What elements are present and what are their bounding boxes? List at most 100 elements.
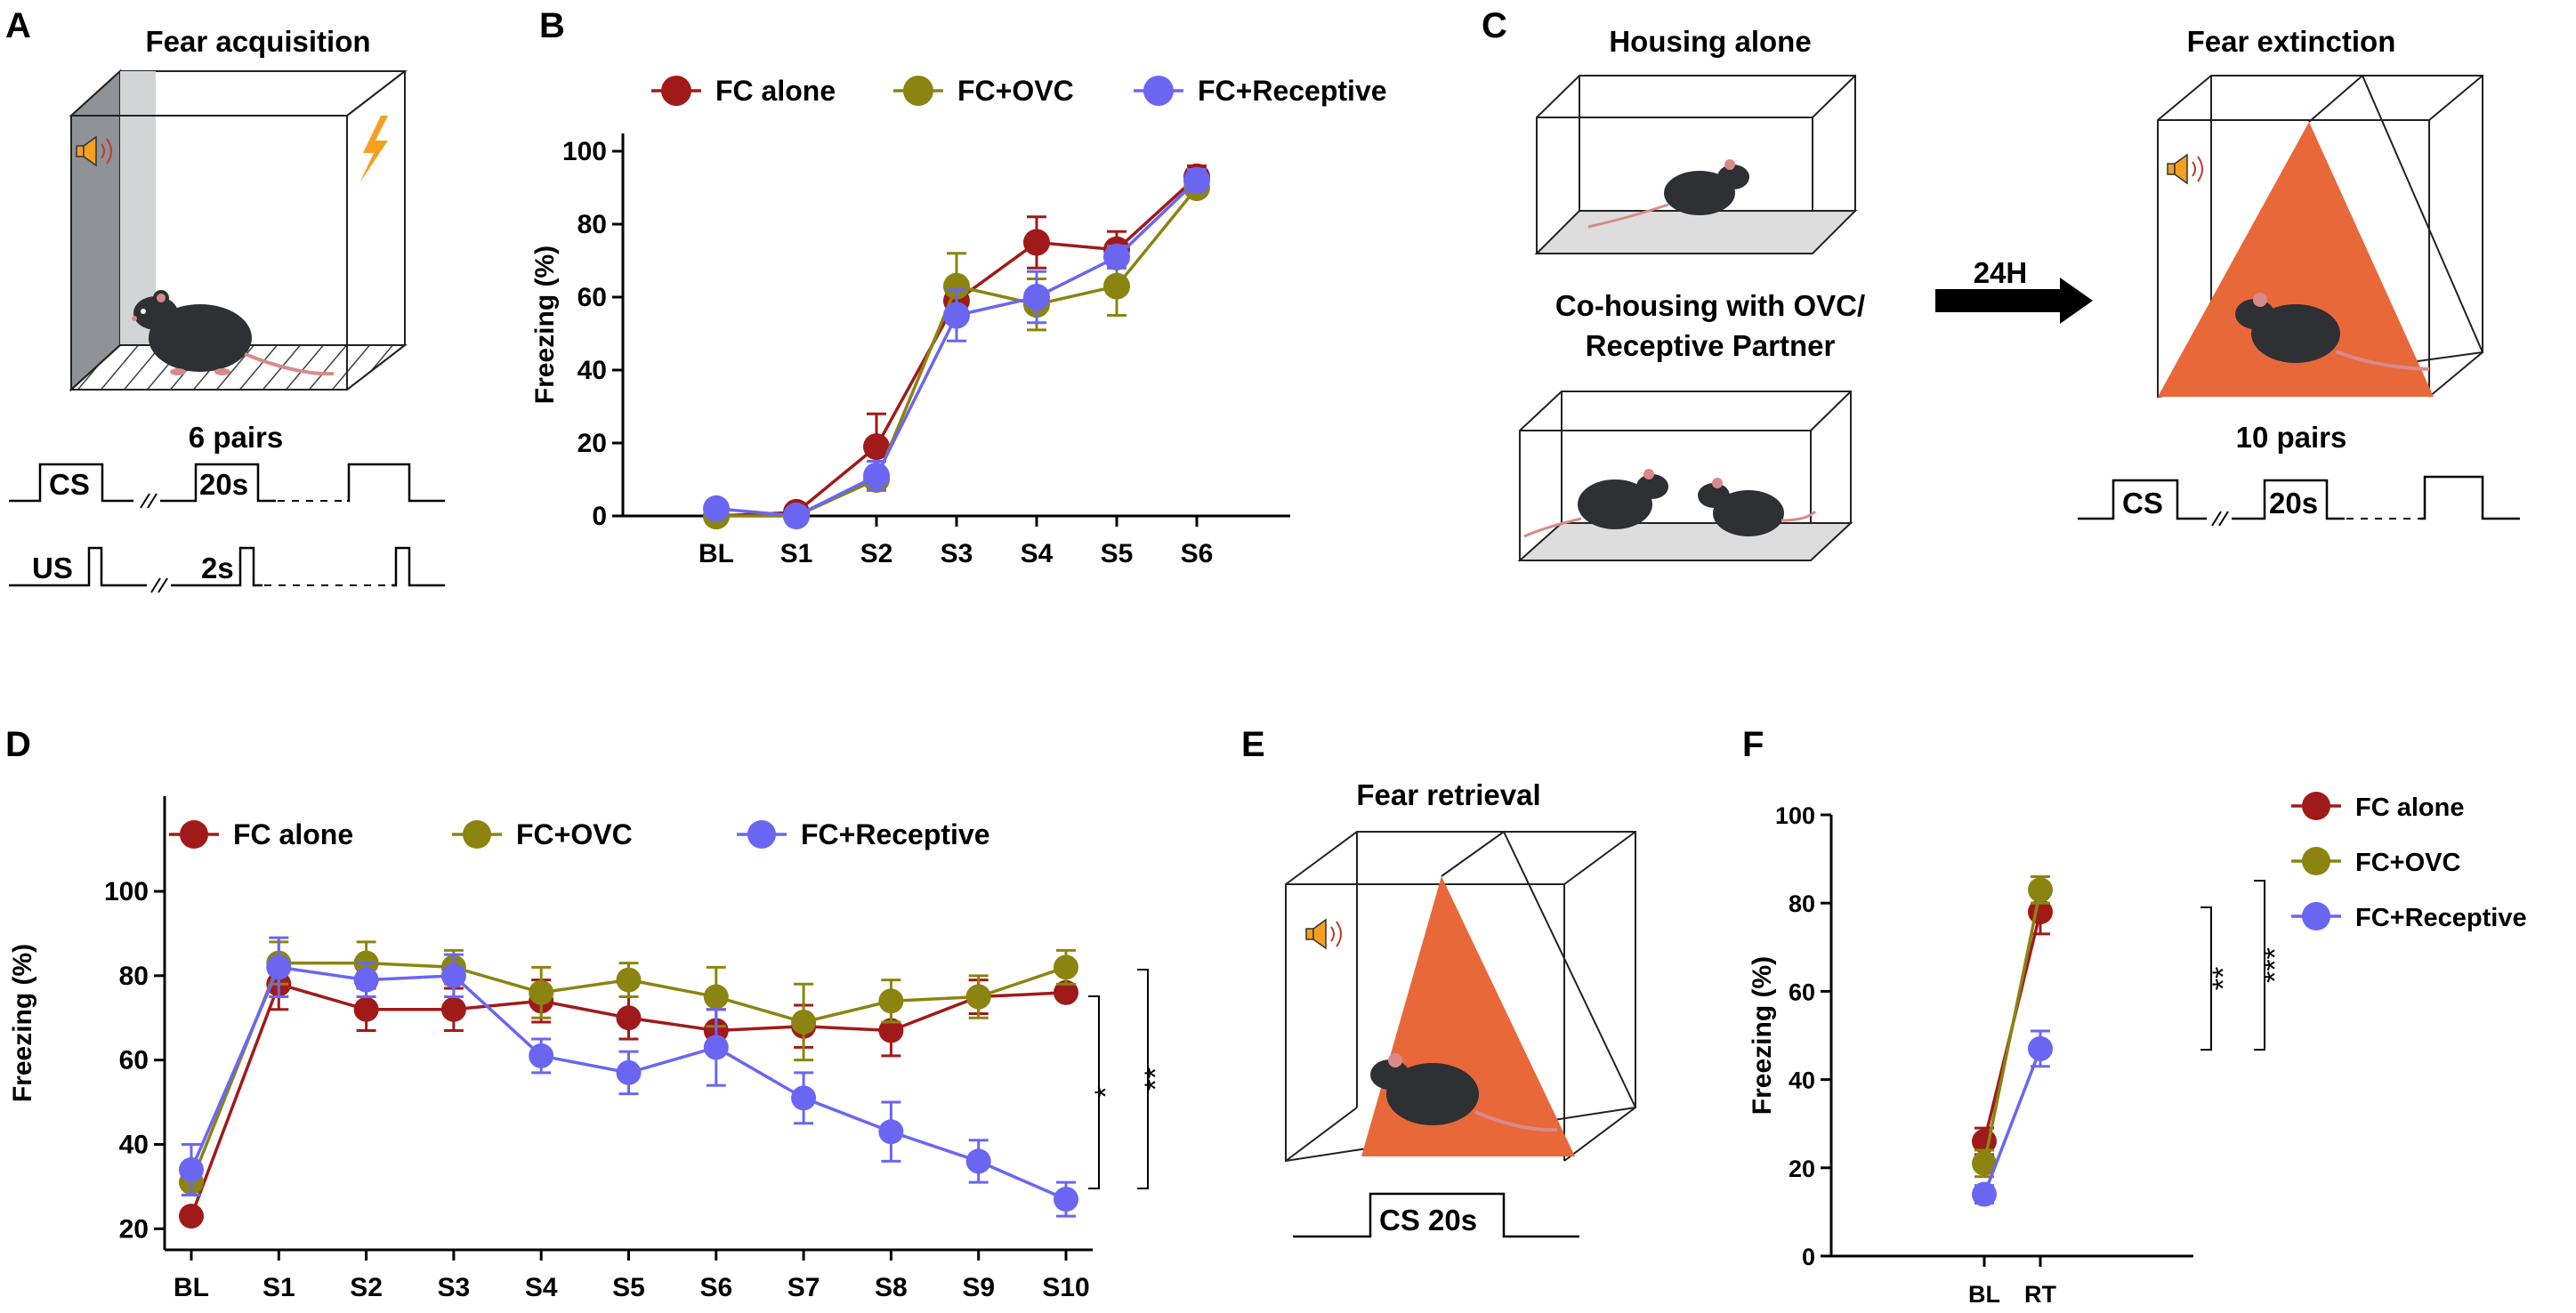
x-tick-label: S3 — [941, 539, 973, 568]
panel-label-d: D — [5, 725, 31, 764]
triangle-insert — [1361, 876, 1575, 1156]
data-point — [1972, 1150, 1997, 1176]
data-point — [1972, 1181, 1997, 1207]
data-point — [529, 979, 554, 1005]
y-tick-label: 100 — [104, 877, 149, 906]
mouse-icon — [132, 290, 335, 376]
legend-label: FC+Receptive — [801, 818, 990, 850]
significance-marker: ** — [2207, 967, 2241, 990]
partner-mouse-icon — [1698, 478, 1817, 536]
series-line-1 — [716, 186, 1199, 518]
x-tick-label: S10 — [1042, 1273, 1089, 1302]
y-tick-label: 80 — [577, 210, 607, 239]
x-tick-label: S3 — [438, 1273, 471, 1302]
data-point — [1054, 1187, 1078, 1212]
data-point — [353, 967, 379, 993]
mouse-icon — [1587, 159, 1749, 229]
data-point — [1103, 243, 1130, 270]
series-line-0 — [715, 175, 1199, 518]
x-tick-label: S8 — [875, 1273, 908, 1302]
x-tick-label: S1 — [780, 539, 813, 568]
arrow-label: 24H — [1974, 256, 2028, 289]
data-point — [783, 503, 810, 529]
cage-cohousing — [1519, 391, 1852, 562]
x-tick-label: S4 — [1021, 539, 1054, 568]
arrow-right-icon — [1935, 278, 2093, 324]
data-point — [1054, 979, 1078, 1005]
triangle-insert — [2158, 122, 2434, 397]
us-duration: 2s — [201, 552, 234, 584]
data-point — [2028, 1035, 2053, 1061]
cs-trace — [9, 463, 133, 503]
x-tick-label: S6 — [699, 1273, 732, 1302]
data-point — [616, 967, 642, 993]
data-point — [965, 984, 991, 1010]
mouse-icon — [2235, 293, 2430, 371]
data-point — [878, 1119, 904, 1145]
series-line-2 — [1982, 1048, 2042, 1196]
panel-a-pairs: 6 pairs — [189, 421, 283, 454]
chart-f: 0 20 40 60 80 100 BL RT Freezing (%) FC alone FC+O… — [1748, 792, 2527, 1308]
panel-c-schematic: Housing alone Co-housing with OVC/ Recep… — [1517, 25, 2520, 562]
us-label: US — [32, 552, 73, 584]
legend-swatch-marker — [747, 820, 776, 849]
speaker-icon — [76, 135, 112, 167]
significance-bracket — [2201, 906, 2212, 1051]
y-tick-label: 0 — [1802, 1244, 1815, 1270]
significance-marker: * — [1089, 1086, 1123, 1098]
data-point — [863, 433, 890, 461]
housing-alone-title: Housing alone — [1609, 25, 1811, 58]
y-tick-label: 80 — [119, 962, 149, 991]
data-point — [703, 1035, 729, 1060]
retrieval-cs-trace — [1293, 1192, 1579, 1238]
data-point — [703, 495, 730, 522]
data-point — [353, 996, 379, 1022]
panel-e-schematic: Fear retrieval CS 20s — [1285, 778, 1636, 1238]
y-tick-label: 100 — [562, 137, 607, 166]
x-tick-label: S2 — [350, 1273, 383, 1302]
legend-label: FC+OVC — [957, 75, 1074, 107]
x-tick-label: RT — [2024, 1281, 2056, 1308]
us-trace — [9, 546, 147, 587]
data-point — [2028, 877, 2053, 903]
data-point — [943, 272, 970, 300]
x-tick-label: BL — [1968, 1281, 2000, 1308]
y-tick-label: 80 — [1789, 890, 1815, 917]
legend-label: FC alone — [233, 818, 353, 850]
speaker-icon — [2167, 153, 2203, 185]
x-tick-label: S2 — [860, 539, 893, 568]
x-tick-label: S6 — [1181, 539, 1214, 568]
panel-label-b: B — [539, 6, 565, 45]
panel-label-f: F — [1742, 725, 1764, 764]
panel-label-e: E — [1241, 725, 1265, 764]
series-line-1 — [1982, 889, 2042, 1164]
data-point — [791, 1009, 817, 1035]
x-tick-label: S5 — [1101, 539, 1134, 568]
legend-label: FC+Receptive — [2355, 904, 2527, 932]
y-axis-label: Freezing (%) — [8, 944, 37, 1102]
legend-swatch-marker — [2302, 847, 2330, 875]
legend-swatch-marker — [661, 76, 691, 106]
significance-bracket — [2254, 880, 2265, 1051]
y-axis-label: Freezing (%) — [1748, 956, 1777, 1115]
data-point — [703, 984, 729, 1010]
data-point — [791, 1085, 817, 1111]
data-point — [943, 302, 970, 329]
cohousing-title-line1: Co-housing with OVC/ — [1555, 289, 1865, 322]
panel-a-title: Fear acquisition — [145, 25, 370, 58]
y-tick-label: 0 — [592, 502, 607, 531]
chart-b: 0 20 40 60 80 100 BL S1 S2 S3 S4 S5 S6 Freezing (%) FC… — [530, 75, 1387, 568]
legend-swatch-marker — [2302, 902, 2330, 930]
mouse-icon — [1370, 1053, 1558, 1132]
data-point — [878, 988, 904, 1014]
legend-label: FC alone — [2355, 793, 2464, 822]
legend-label: FC+OVC — [516, 818, 633, 850]
legend-label: FC+Receptive — [1198, 75, 1387, 107]
panel-label-a: A — [5, 6, 31, 45]
data-point — [440, 963, 466, 988]
legend-swatch-marker — [903, 76, 933, 106]
legend-swatch-marker — [180, 820, 208, 849]
y-tick-label: 40 — [1789, 1067, 1815, 1094]
data-point — [616, 1059, 642, 1085]
y-axis-label: Freezing (%) — [530, 246, 560, 404]
